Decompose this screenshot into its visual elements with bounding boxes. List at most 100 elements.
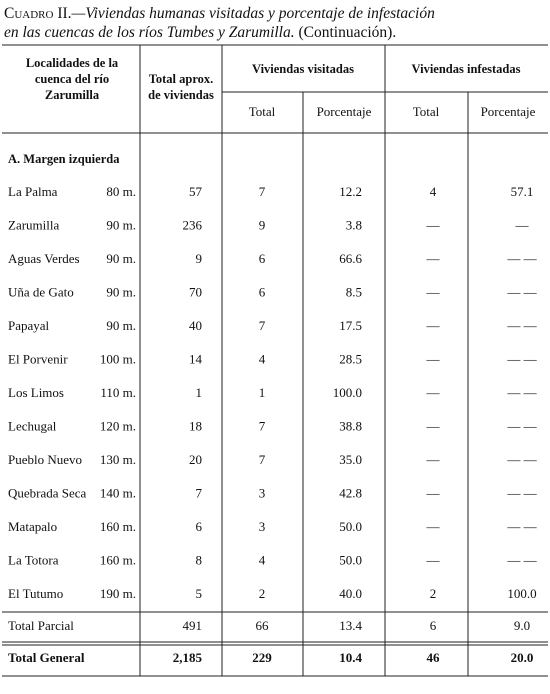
altitude: 130 m. [100,452,136,467]
altitude: 90 m. [106,284,136,299]
place-name: Matapalo [8,519,57,534]
cell: 2,185 [173,650,203,665]
cell: 66.6 [339,251,362,266]
cell: 57.1 [511,184,534,199]
cell: 9.0 [514,618,530,633]
altitude: 140 m. [100,485,136,500]
cell: — — [506,519,537,534]
place-name: Los Limos [8,385,64,400]
cell: 20.0 [511,650,534,665]
altitude: 190 m. [100,586,136,601]
cell: 7 [196,485,203,500]
column-header: Total aprox. [149,72,214,86]
caption-suffix: (Continuación). [299,24,397,41]
section-heading: A. Margen izquierda [8,152,120,166]
cell: — — [506,251,537,266]
cell: — [426,351,441,366]
cell: 6 [430,618,437,633]
cell: 7 [259,184,266,199]
place-name: Total Parcial [8,618,74,633]
cell: — [426,418,441,433]
cell: — [426,485,441,500]
cell: 1 [196,385,203,400]
cell: 70 [189,284,202,299]
cell: 4 [430,184,437,199]
cell: — [426,284,441,299]
place-name: El Porvenir [8,351,68,366]
cell: — — [506,485,537,500]
caption: Cuadro II.—Viviendas humanas visitadas y… [4,5,435,22]
place-name: Pueblo Nuevo [8,452,82,467]
cell: 3 [259,519,266,534]
cell: 38.8 [339,418,362,433]
cell: 10.4 [339,650,362,665]
cell: 3 [259,485,266,500]
cell: — — [506,452,537,467]
cell: 4 [259,552,266,567]
cell: — [426,251,441,266]
place-name: Aguas Verdes [8,251,80,266]
cell: — — [506,385,537,400]
cell: 100.0 [507,586,536,601]
altitude: 90 m. [106,251,136,266]
cell: — [426,519,441,534]
cell: 7 [259,318,266,333]
place-name: Zarumilla [8,217,59,232]
cell: 17.5 [339,318,362,333]
group-header: Viviendas infestadas [412,62,521,76]
cell: 6 [259,284,266,299]
cell: 8 [196,552,203,567]
column-header: Total [249,104,276,119]
cell: 8.5 [346,284,362,299]
column-header: cuenca del río [35,72,109,86]
cell: — — [506,418,537,433]
cell: 46 [427,650,441,665]
cell: — — [506,284,537,299]
cell: 40.0 [339,586,362,601]
altitude: 160 m. [100,519,136,534]
caption-label: Cuadro II. [4,5,72,22]
altitude: 100 m. [100,351,136,366]
cell: 57 [189,184,203,199]
cell: 28.5 [339,351,362,366]
cell: 1 [259,385,266,400]
group-header: Viviendas visitadas [252,62,354,76]
cell: 9 [196,251,203,266]
cell: — [426,452,441,467]
column-header: Zarumilla [45,88,100,102]
altitude: 110 m. [100,385,136,400]
cell: 2 [259,586,266,601]
place-name: La Palma [8,184,58,199]
cell: 6 [259,251,266,266]
cell: 3.8 [346,217,362,232]
cell: 12.2 [339,184,362,199]
cell: 491 [183,618,203,633]
cell: 42.8 [339,485,362,500]
cell: 35.0 [339,452,362,467]
cell: 50.0 [339,519,362,534]
cell: 9 [259,217,266,232]
place-name: Total General [8,650,85,665]
altitude: 160 m. [100,552,136,567]
altitude: 90 m. [106,318,136,333]
cell: 13.4 [339,618,362,633]
cell: — — [506,552,537,567]
column-header: Porcentaje [317,104,372,119]
place-name: Lechugal [8,418,57,433]
cell: 100.0 [333,385,362,400]
cell: — [426,385,441,400]
cell: — [426,318,441,333]
rules [2,44,548,677]
column-header: Porcentaje [481,104,536,119]
cell: 229 [252,650,272,665]
cell: 14 [189,351,203,366]
caption: en las cuencas de los ríos Tumbes y Zaru… [4,24,396,41]
place-name: Quebrada Seca [8,485,87,500]
cell: 7 [259,418,266,433]
cell: 40 [189,318,202,333]
cell: 66 [256,618,270,633]
cell: — [515,217,530,232]
cell: 6 [196,519,203,534]
cell: 236 [183,217,203,232]
place-name: Papayal [8,318,50,333]
